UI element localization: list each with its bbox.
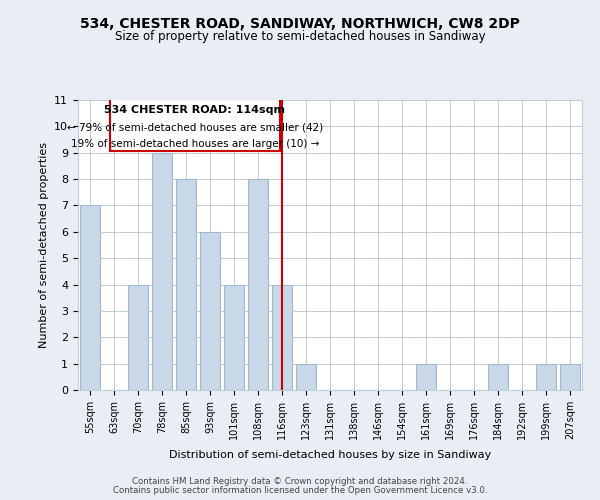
Text: 534, CHESTER ROAD, SANDIWAY, NORTHWICH, CW8 2DP: 534, CHESTER ROAD, SANDIWAY, NORTHWICH, …	[80, 18, 520, 32]
Text: ← 79% of semi-detached houses are smaller (42): ← 79% of semi-detached houses are smalle…	[67, 122, 323, 132]
Bar	[416, 364, 436, 390]
FancyBboxPatch shape	[110, 98, 280, 152]
Bar	[128, 284, 148, 390]
Bar	[488, 364, 508, 390]
Bar	[224, 284, 244, 390]
X-axis label: Distribution of semi-detached houses by size in Sandiway: Distribution of semi-detached houses by …	[169, 450, 491, 460]
Bar	[296, 364, 316, 390]
Bar	[272, 284, 292, 390]
Bar	[152, 152, 172, 390]
Text: Contains public sector information licensed under the Open Government Licence v3: Contains public sector information licen…	[113, 486, 487, 495]
Y-axis label: Number of semi-detached properties: Number of semi-detached properties	[39, 142, 49, 348]
Text: 534 CHESTER ROAD: 114sqm: 534 CHESTER ROAD: 114sqm	[104, 105, 286, 115]
Bar	[200, 232, 220, 390]
Bar	[536, 364, 556, 390]
Bar	[560, 364, 580, 390]
Text: Contains HM Land Registry data © Crown copyright and database right 2024.: Contains HM Land Registry data © Crown c…	[132, 477, 468, 486]
Text: Size of property relative to semi-detached houses in Sandiway: Size of property relative to semi-detach…	[115, 30, 485, 43]
Text: 19% of semi-detached houses are larger (10) →: 19% of semi-detached houses are larger (…	[71, 138, 319, 148]
Bar	[176, 179, 196, 390]
Bar	[80, 206, 100, 390]
Bar	[248, 179, 268, 390]
